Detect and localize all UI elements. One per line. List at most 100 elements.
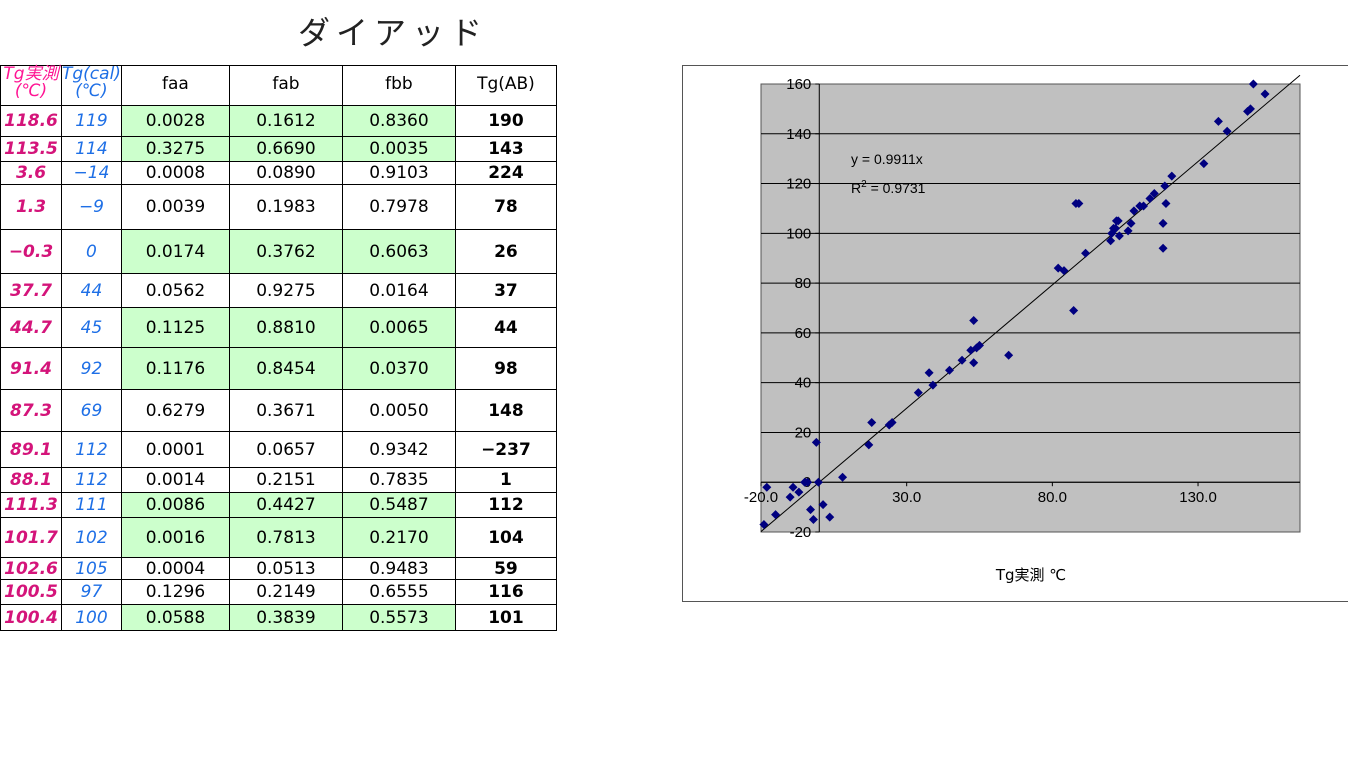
data-point bbox=[969, 358, 979, 368]
cell-tg-cal: 92 bbox=[61, 347, 122, 390]
data-point bbox=[785, 492, 795, 502]
cell-fab: 0.2149 bbox=[228, 579, 343, 605]
x-tick-label: 30.0 bbox=[892, 489, 921, 506]
cell-tg-meas: 3.6 bbox=[0, 161, 62, 185]
cell-tg-cal: 114 bbox=[61, 136, 122, 162]
cell-faa: 0.0004 bbox=[120, 557, 230, 580]
cell-tg-ab: 101 bbox=[454, 604, 557, 631]
header-fbb: fbb bbox=[341, 65, 456, 106]
cell-tg-meas: 37.7 bbox=[0, 273, 62, 308]
table-row: 88.1 112 0.0014 0.2151 0.7835 1 bbox=[0, 467, 557, 493]
cell-fbb: 0.2170 bbox=[341, 517, 456, 558]
data-point bbox=[1149, 189, 1159, 199]
data-point bbox=[1074, 198, 1084, 208]
cell-tg-ab: 1 bbox=[454, 467, 557, 493]
cell-tg-cal: −14 bbox=[61, 161, 122, 185]
data-point bbox=[1260, 89, 1270, 99]
cell-fbb: 0.9342 bbox=[341, 431, 456, 468]
cell-faa: 0.1176 bbox=[120, 347, 230, 390]
page-title: ダイアッド bbox=[298, 14, 489, 52]
cell-fbb: 0.9483 bbox=[341, 557, 456, 580]
y-tick-label: 160 bbox=[786, 76, 811, 93]
cell-tg-meas: 87.3 bbox=[0, 389, 62, 432]
cell-tg-ab: 78 bbox=[454, 184, 557, 230]
data-point bbox=[957, 355, 967, 365]
header-fab: fab bbox=[228, 65, 343, 106]
data-point bbox=[838, 472, 848, 482]
cell-fbb: 0.0164 bbox=[341, 273, 456, 308]
data-point bbox=[1059, 266, 1069, 276]
cell-faa: 0.0086 bbox=[120, 492, 230, 518]
data-point bbox=[928, 380, 938, 390]
cell-tg-cal: 44 bbox=[61, 273, 122, 308]
header-tg-ab: Tg(AB) bbox=[454, 65, 557, 106]
table-row: 44.7 45 0.1125 0.8810 0.0065 44 bbox=[0, 307, 557, 348]
cell-fab: 0.0513 bbox=[228, 557, 343, 580]
cell-fab: 0.7813 bbox=[228, 517, 343, 558]
data-point bbox=[1111, 223, 1121, 233]
header-faa: faa bbox=[120, 65, 230, 106]
table-row: 118.6 119 0.0028 0.1612 0.8360 190 bbox=[0, 105, 557, 137]
table-row: 113.5 114 0.3275 0.6690 0.0035 143 bbox=[0, 136, 557, 162]
cell-tg-meas: −0.3 bbox=[0, 229, 62, 274]
cell-tg-cal: 69 bbox=[61, 389, 122, 432]
table-row: 100.5 97 0.1296 0.2149 0.6555 116 bbox=[0, 579, 557, 605]
cell-fbb: 0.6063 bbox=[341, 229, 456, 274]
y-tick-label: 100 bbox=[786, 225, 811, 242]
table-header-row: Tg実測 (℃) Tg(cal) (℃) faa fab fbb Tg(AB) bbox=[0, 65, 557, 106]
cell-tg-meas: 91.4 bbox=[0, 347, 62, 390]
x-tick-label: -20.0 bbox=[744, 489, 778, 506]
data-point bbox=[975, 340, 985, 350]
cell-tg-ab: 44 bbox=[454, 307, 557, 348]
scatter-chart: -20020406080100120140160-20.030.080.0130… bbox=[744, 74, 1301, 584]
cell-fab: 0.8454 bbox=[228, 347, 343, 390]
data-point bbox=[1213, 116, 1223, 126]
table-row: −0.3 0 0.0174 0.3762 0.6063 26 bbox=[0, 229, 557, 274]
data-point bbox=[1167, 171, 1177, 181]
cell-tg-ab: 104 bbox=[454, 517, 557, 558]
cell-tg-ab: 190 bbox=[454, 105, 557, 137]
cell-fab: 0.6690 bbox=[228, 136, 343, 162]
data-point bbox=[1145, 193, 1155, 203]
cell-tg-ab: 59 bbox=[454, 557, 557, 580]
data-point bbox=[794, 487, 804, 497]
data-point bbox=[1113, 216, 1123, 226]
data-point bbox=[924, 368, 934, 378]
data-point bbox=[813, 477, 823, 487]
cell-fab: 0.0657 bbox=[228, 431, 343, 468]
data-point bbox=[806, 505, 816, 515]
data-point bbox=[945, 365, 955, 375]
x-tick-label: 130.0 bbox=[1179, 489, 1217, 506]
data-point bbox=[1114, 231, 1124, 241]
table-row: 87.3 69 0.6279 0.3671 0.0050 148 bbox=[0, 389, 557, 432]
table-row: 89.1 112 0.0001 0.0657 0.9342 −237 bbox=[0, 431, 557, 468]
y-tick-label: 20 bbox=[795, 424, 812, 441]
cell-tg-cal: 112 bbox=[61, 431, 122, 468]
cell-tg-meas: 100.5 bbox=[0, 579, 62, 605]
cell-tg-cal: 45 bbox=[61, 307, 122, 348]
cell-tg-cal: 111 bbox=[61, 492, 122, 518]
data-point bbox=[969, 315, 979, 325]
cell-tg-meas: 118.6 bbox=[0, 105, 62, 137]
data-point bbox=[818, 500, 828, 510]
data-point bbox=[1245, 104, 1255, 114]
data-point bbox=[1199, 159, 1209, 169]
cell-tg-ab: −237 bbox=[454, 431, 557, 468]
cell-tg-meas: 88.1 bbox=[0, 467, 62, 493]
cell-tg-ab: 98 bbox=[454, 347, 557, 390]
chart-area: -20020406080100120140160-20.030.080.0130… bbox=[682, 65, 1348, 602]
table-row: 37.7 44 0.0562 0.9275 0.0164 37 bbox=[0, 273, 557, 308]
table-row: 3.6 −14 0.0008 0.0890 0.9103 224 bbox=[0, 161, 557, 185]
y-tick-label: 80 bbox=[795, 275, 812, 292]
cell-tg-meas: 113.5 bbox=[0, 136, 62, 162]
x-axis-title: Tg実測 ℃ bbox=[995, 566, 1066, 584]
cell-fab: 0.2151 bbox=[228, 467, 343, 493]
data-point bbox=[803, 477, 813, 487]
data-point bbox=[1126, 218, 1136, 228]
cell-tg-cal: 119 bbox=[61, 105, 122, 137]
data-point bbox=[864, 440, 874, 450]
y-tick-label: 40 bbox=[795, 375, 812, 392]
cell-faa: 0.0016 bbox=[120, 517, 230, 558]
cell-fab: 0.1983 bbox=[228, 184, 343, 230]
table-row: 101.7 102 0.0016 0.7813 0.2170 104 bbox=[0, 517, 557, 558]
